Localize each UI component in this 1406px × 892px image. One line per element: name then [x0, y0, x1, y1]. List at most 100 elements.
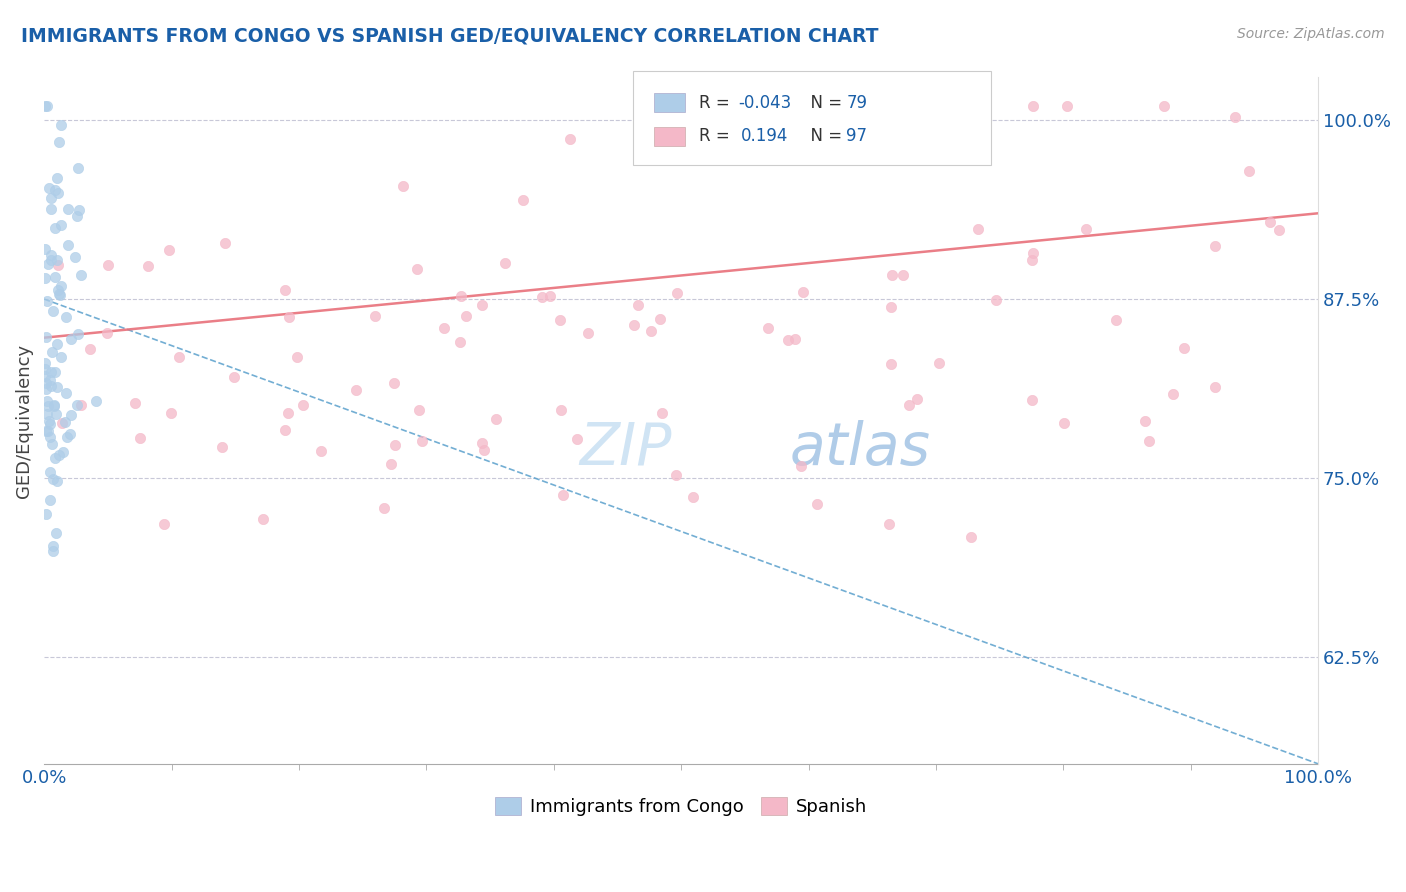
Point: [38, 181, 60, 195]
Point: [558, 132, 581, 146]
Point: [34, 356, 56, 370]
Point: [39, 191, 62, 205]
Point: [986, 293, 1008, 308]
Point: [682, 491, 704, 505]
Point: [530, 290, 553, 304]
Point: [45, 526, 67, 541]
Point: [48, 135, 70, 149]
Point: [384, 437, 406, 451]
Point: [35, 330, 58, 344]
Point: [39, 202, 62, 216]
Point: [35, 393, 58, 408]
Point: [35, 99, 58, 113]
Point: [56, 202, 79, 217]
Point: [877, 516, 900, 531]
Point: [128, 431, 150, 445]
Point: [364, 309, 387, 323]
Point: [34, 362, 56, 376]
Point: [548, 313, 571, 327]
Point: [891, 268, 914, 283]
Point: [63, 250, 86, 264]
Point: [35, 424, 58, 438]
Point: [790, 459, 813, 474]
Point: [38, 373, 60, 387]
Point: [96, 326, 118, 340]
Point: [38, 414, 60, 428]
Point: [665, 467, 688, 482]
Point: [538, 288, 561, 302]
Y-axis label: GED/Equivalency: GED/Equivalency: [15, 343, 32, 498]
Point: [44, 183, 66, 197]
Point: [37, 293, 59, 308]
Point: [1056, 99, 1078, 113]
Point: [60, 332, 83, 346]
Point: [39, 430, 62, 444]
Point: [1204, 380, 1226, 394]
Point: [46, 284, 69, 298]
Point: [70, 398, 93, 412]
Point: [46, 380, 69, 394]
Point: [792, 285, 814, 299]
Point: [783, 333, 806, 347]
Point: [408, 403, 430, 417]
Point: [46, 170, 69, 185]
Point: [472, 443, 495, 458]
Point: [167, 350, 190, 364]
Point: [411, 434, 433, 448]
Point: [42, 543, 65, 558]
Point: [58, 238, 80, 252]
Point: [39, 492, 62, 507]
Text: -0.043: -0.043: [738, 94, 792, 112]
Point: [66, 398, 89, 412]
Point: [34, 369, 56, 384]
Point: [623, 318, 645, 332]
Point: [55, 385, 77, 400]
Point: [157, 244, 180, 258]
Point: [1022, 99, 1045, 113]
Point: [627, 298, 650, 312]
Point: [651, 406, 673, 420]
Point: [1223, 110, 1246, 124]
Point: [35, 507, 58, 521]
Point: [46, 258, 69, 272]
Text: Source: ZipAtlas.com: Source: ZipAtlas.com: [1237, 27, 1385, 41]
Point: [252, 512, 274, 526]
Point: [277, 407, 299, 421]
Point: [1053, 416, 1076, 430]
Point: [39, 365, 62, 379]
Point: [56, 430, 79, 444]
Point: [39, 253, 62, 268]
Point: [49, 118, 72, 132]
Point: [41, 472, 63, 486]
Point: [44, 365, 66, 379]
Text: 79: 79: [846, 94, 868, 112]
Point: [905, 392, 928, 407]
Text: N =: N =: [800, 94, 848, 112]
Point: [640, 324, 662, 338]
Point: [1021, 253, 1043, 268]
Point: [84, 394, 107, 409]
Point: [34, 242, 56, 256]
Point: [44, 450, 66, 465]
Point: [485, 412, 508, 426]
Point: [97, 258, 120, 272]
Point: [67, 161, 90, 176]
Point: [52, 444, 75, 458]
Point: [1239, 163, 1261, 178]
Point: [42, 398, 65, 412]
Text: 97: 97: [846, 128, 868, 145]
Point: [55, 310, 77, 325]
Point: [1153, 99, 1175, 113]
Point: [136, 259, 159, 273]
Point: [46, 186, 69, 201]
Point: [70, 268, 93, 282]
Point: [214, 236, 236, 251]
Point: [224, 370, 246, 384]
Point: [776, 333, 799, 347]
Point: [880, 300, 903, 314]
Point: [391, 178, 413, 193]
Text: N =: N =: [800, 128, 848, 145]
Point: [67, 326, 90, 341]
Point: [449, 334, 471, 349]
Point: [37, 407, 59, 421]
